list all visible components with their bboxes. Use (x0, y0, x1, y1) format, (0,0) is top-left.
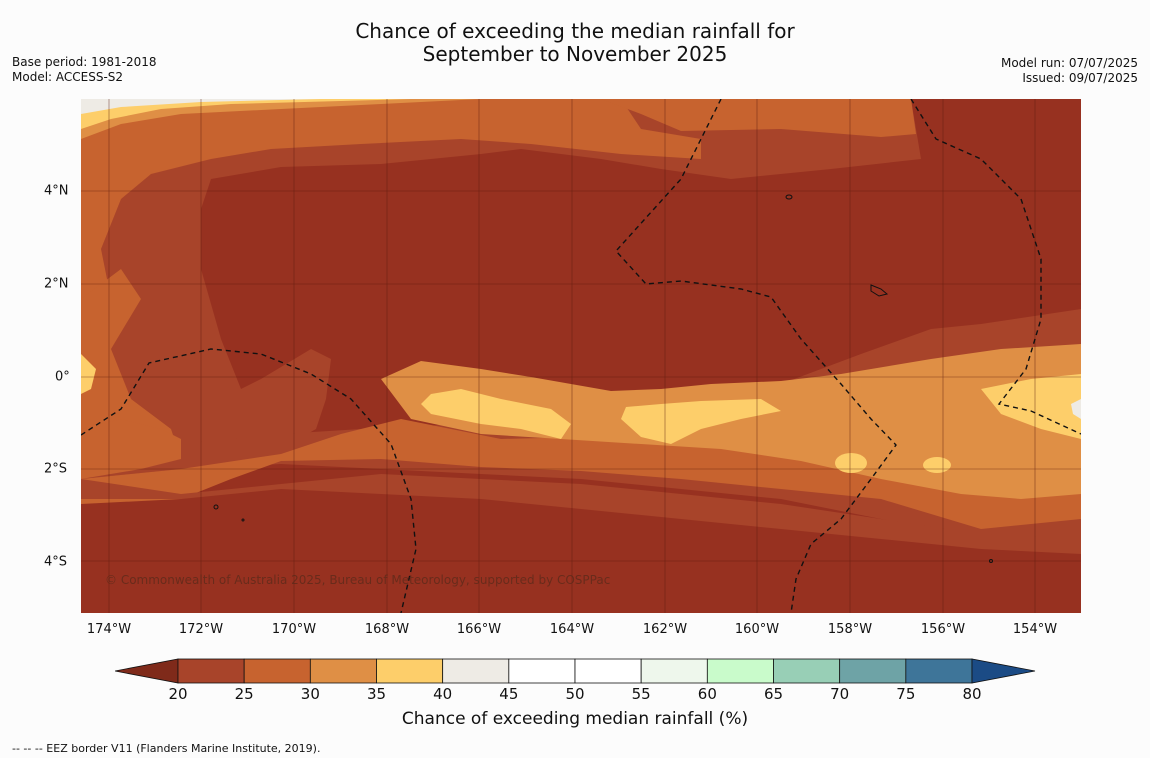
y-tick-label: 4°S (44, 554, 68, 570)
colorbar-tick-label: 40 (433, 685, 453, 703)
grid-lines (81, 99, 1081, 613)
eq-spot-45 (1071, 399, 1081, 419)
colorbar-tick-label: 60 (697, 685, 717, 703)
colorbar-swatch (574, 658, 642, 684)
colorbar-swatch (177, 658, 245, 684)
colorbar-tick-label: 70 (830, 685, 850, 703)
y-tick-label: 2°S (44, 461, 68, 477)
eez-legend-note: -- -- -- EEZ border V11 (Flanders Marine… (12, 742, 321, 755)
eq-band-30 (81, 354, 1081, 529)
y-tick-label: 4°N (44, 183, 69, 199)
colorbar-tick-label: 50 (565, 685, 585, 703)
eq-blob-40-b (621, 399, 781, 444)
y-tick-label: 2°N (44, 276, 69, 292)
model-name: Model: ACCESS-S2 (12, 70, 124, 84)
x-tick-label: 154°W (1012, 622, 1058, 637)
model-run: Model run: 07/07/2025 (1000, 56, 1138, 70)
north-band-30 (81, 99, 701, 309)
x-tick-label: 174°W (86, 622, 132, 637)
x-tick-label: 172°W (178, 622, 224, 637)
colorbar-swatch (309, 658, 377, 684)
north-band-45 (81, 99, 321, 114)
x-tick-label: 156°W (920, 622, 966, 637)
x-tick-label: 160°W (734, 622, 780, 637)
map-title-line2: September to November 2025 (422, 42, 728, 66)
issued-date: Issued: 09/07/2025 (1022, 71, 1138, 85)
base-period: Base period: 1981-2018 (12, 55, 157, 69)
colorbar-tick-label: 30 (300, 685, 320, 703)
colorbar-tick-label: 20 (168, 685, 188, 703)
colorbar-swatch (839, 658, 907, 684)
colorbar-tick-label: 25 (234, 685, 254, 703)
eq-blob-40-d (835, 453, 867, 473)
colorbar-swatch (905, 658, 973, 684)
colorbar-swatch (640, 658, 708, 684)
islands (213, 194, 993, 563)
colorbar-swatch (508, 658, 576, 684)
colorbar-tick-label: 55 (631, 685, 651, 703)
rainfall-map (81, 99, 1081, 613)
x-tick-label: 170°W (271, 622, 317, 637)
north-band-35 (81, 99, 481, 139)
colorbar-label: Chance of exceeding median rainfall (%) (401, 709, 749, 729)
colorbar-extend-high (971, 658, 1036, 684)
ne-band-30 (601, 99, 916, 137)
colorbar (115, 658, 1036, 684)
south-band-25 (81, 474, 1081, 554)
copyright-notice: © Commonwealth of Australia 2025, Bureau… (105, 573, 611, 587)
west-eq-band-35 (81, 354, 96, 394)
colorbar-swatch (706, 658, 774, 684)
eq-blob-40-a (421, 389, 571, 439)
colorbar-tick-label: 45 (499, 685, 519, 703)
colorbar-tick-label: 75 (896, 685, 916, 703)
colorbar-swatch (442, 658, 510, 684)
x-tick-label: 166°W (456, 622, 502, 637)
north-band-40 (81, 99, 411, 129)
eq-blob-40-e (923, 457, 951, 473)
x-tick-label: 168°W (364, 622, 410, 637)
y-tick-label: 0° (55, 369, 70, 385)
colorbar-tick-label: 80 (962, 685, 982, 703)
colorbar-tick-label: 35 (366, 685, 387, 703)
x-tick-label: 162°W (642, 622, 688, 637)
colorbar-swatch (376, 658, 444, 684)
x-tick-label: 158°W (827, 622, 873, 637)
colorbar-tick-label: 65 (763, 685, 784, 703)
colorbar-swatch (243, 658, 311, 684)
north-band-25 (81, 99, 921, 479)
colorbar-swatch (773, 658, 841, 684)
map-title-line1: Chance of exceeding the median rainfall … (355, 19, 795, 43)
x-tick-label: 164°W (549, 622, 595, 637)
eez-borders (81, 99, 1081, 613)
west-eq-band-30 (81, 419, 181, 479)
colorbar-extend-low (115, 658, 179, 684)
